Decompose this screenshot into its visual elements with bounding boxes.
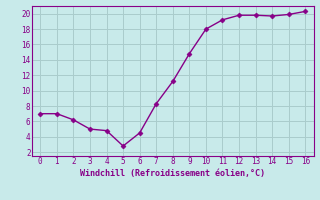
X-axis label: Windchill (Refroidissement éolien,°C): Windchill (Refroidissement éolien,°C) [80, 169, 265, 178]
